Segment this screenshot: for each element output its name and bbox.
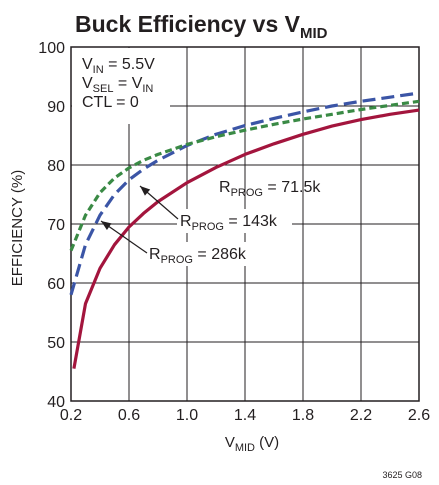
y-tick-label: 80 [47,158,65,175]
grid-lines [70,46,420,402]
chart-title-main: Buck Efficiency vs V [75,11,301,37]
series-line-0 [72,108,420,369]
condition-line: VSEL = VIN [82,75,153,95]
figure-code: 3625 G08 [382,470,422,480]
series-lines [69,91,420,369]
series-label-background [177,209,292,233]
x-tick-labels: 0.2 0.6 1.0 1.4 1.8 2.2 2.6 [60,407,430,424]
condition-line: VIN = 5.5V [82,56,155,76]
x-tick-label: 2.2 [350,407,372,424]
x-axis-label-main: V [225,434,235,451]
y-tick-label: 90 [47,99,65,116]
plot-frame [70,46,420,402]
x-tick-label: 2.6 [408,407,430,424]
series-label-2: RPROG = 286k [149,246,247,266]
x-tick-label: 1.8 [292,407,314,424]
y-tick-label: 100 [38,40,65,57]
x-axis-label-unit: (V) [255,434,279,451]
y-tick-label: 70 [47,217,65,234]
series-label-background [146,242,261,266]
chart-title-sub: MID [300,25,328,42]
series-label-0: RPROG = 71.5k [219,179,321,199]
x-tick-label: 1.4 [234,407,256,424]
y-axis-label: EFFICIENCY (%) [9,170,26,286]
y-tick-label: 40 [47,394,65,411]
chart-title: Buck Efficiency vs VMID [75,11,328,42]
y-tick-labels: 40 50 60 70 80 90 100 [38,40,65,411]
condition-line: CTL = 0 [82,94,139,111]
annotation-arrow-head [101,221,112,230]
x-tick-label: 0.2 [60,407,82,424]
y-tick-label: 50 [47,335,65,352]
conditions-background [72,48,170,124]
x-axis-label: VMID (V) [225,434,279,454]
x-tick-label: 0.6 [118,407,140,424]
x-axis-label-sub: MID [235,442,255,454]
x-tick-label: 1.0 [176,407,198,424]
series-label-1: RPROG = 143k [180,213,278,233]
series-line-2 [69,99,420,252]
annotation-arrow-head [140,186,151,196]
y-tick-label: 60 [47,276,65,293]
series-annotations: RPROG = 71.5k RPROG = 143k RPROG = 286k [100,179,321,266]
